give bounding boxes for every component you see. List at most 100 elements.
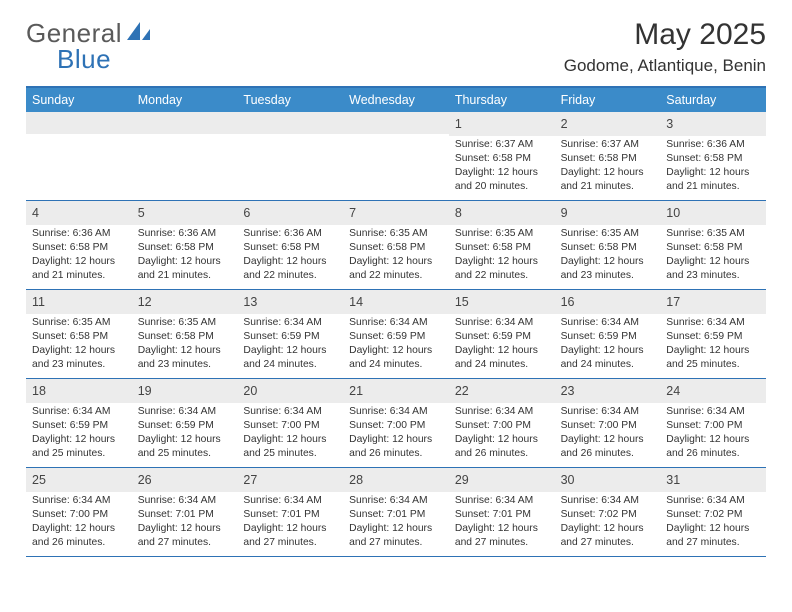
day-detail-text: Sunrise: 6:34 AMSunset: 7:00 PMDaylight:… [660,403,766,461]
weekday-header: Wednesday [343,88,449,112]
calendar-cell [132,112,238,200]
calendar-cell: 14 Sunrise: 6:34 AMSunset: 6:59 PMDayligh… [343,290,449,378]
day-number: 2 [561,117,568,131]
day-number: 24 [666,384,680,398]
calendar-week-row: 4 Sunrise: 6:36 AMSunset: 6:58 PMDaylight… [26,201,766,290]
day-number-row: 24 [660,379,766,403]
day-number [243,117,246,131]
day-detail-text: Sunrise: 6:34 AMSunset: 7:01 PMDaylight:… [449,492,555,550]
calendar-cell: 6Sunrise: 6:36 AMSunset: 6:58 PMDaylight… [237,201,343,289]
day-detail-text: Sunrise: 6:37 AMSunset: 6:58 PMDaylight:… [555,136,661,194]
day-number-row: 26 [132,468,238,492]
calendar-cell: 9Sunrise: 6:35 AMSunset: 6:58 PMDaylight… [555,201,661,289]
day-number: 4 [32,206,39,220]
day-detail-text: Sunrise: 6:35 AMSunset: 6:58 PMDaylight:… [343,225,449,283]
day-detail-text: Sunrise: 6:34 AMSunset: 7:02 PMDaylight:… [660,492,766,550]
day-number [32,117,35,131]
title-block: May 2025 Godome, Atlantique, Benin [564,18,766,76]
day-number: 29 [455,473,469,487]
day-number-row: 11 [26,290,132,314]
logo-sail-icon [126,20,152,47]
day-number: 7 [349,206,356,220]
calendar-cell: 7 Sunrise: 6:35 AMSunset: 6:58 PMDaylight… [343,201,449,289]
day-number: 20 [243,384,257,398]
day-number: 6 [243,206,250,220]
day-number-row: 1 [449,112,555,136]
day-number-row: 8 [449,201,555,225]
day-number-row: 13 [237,290,343,314]
day-detail-text: Sunrise: 6:34 AMSunset: 7:00 PMDaylight:… [449,403,555,461]
calendar-cell: 20 Sunrise: 6:34 AMSunset: 7:00 PMDayligh… [237,379,343,467]
day-detail-text: Sunrise: 6:35 AMSunset: 6:58 PMDaylight:… [449,225,555,283]
calendar-cell [343,112,449,200]
calendar-week-row: 25Sunrise: 6:34 AMSunset: 7:00 PMDayligh… [26,468,766,557]
day-number-row: 14 [343,290,449,314]
day-number-row: 12 [132,290,238,314]
calendar-cell: 21 Sunrise: 6:34 AMSunset: 7:00 PMDayligh… [343,379,449,467]
day-detail-text: Sunrise: 6:35 AMSunset: 6:58 PMDaylight:… [555,225,661,283]
day-number: 17 [666,295,680,309]
day-number: 10 [666,206,680,220]
day-number: 18 [32,384,46,398]
day-number-row: 31 [660,468,766,492]
day-number-row: 20 [237,379,343,403]
day-number-row: 27 [237,468,343,492]
day-number: 12 [138,295,152,309]
calendar-body: 1Sunrise: 6:37 AMSunset: 6:58 PMDaylight… [26,112,766,557]
calendar-cell: 18 Sunrise: 6:34 AMSunset: 6:59 PMDayligh… [26,379,132,467]
calendar-cell: 13Sunrise: 6:34 AMSunset: 6:59 PMDayligh… [237,290,343,378]
day-number-row [26,112,132,134]
day-detail-text: Sunrise: 6:34 AMSunset: 6:59 PMDaylight:… [449,314,555,372]
day-detail-text: Sunrise: 6:34 AMSunset: 7:00 PMDaylight:… [237,403,343,461]
day-number: 31 [666,473,680,487]
day-number: 22 [455,384,469,398]
calendar-cell: 24 Sunrise: 6:34 AMSunset: 7:00 PMDayligh… [660,379,766,467]
calendar-cell: 29 Sunrise: 6:34 AMSunset: 7:01 PMDayligh… [449,468,555,556]
day-number: 27 [243,473,257,487]
calendar-week-row: 11Sunrise: 6:35 AMSunset: 6:58 PMDayligh… [26,290,766,379]
calendar-cell: 30 Sunrise: 6:34 AMSunset: 7:02 PMDayligh… [555,468,661,556]
day-number-row: 5 [132,201,238,225]
calendar-cell: 23Sunrise: 6:34 AMSunset: 7:00 PMDayligh… [555,379,661,467]
calendar-week-row: 1Sunrise: 6:37 AMSunset: 6:58 PMDaylight… [26,112,766,201]
day-detail-text: Sunrise: 6:34 AMSunset: 6:59 PMDaylight:… [26,403,132,461]
page-title: May 2025 [564,18,766,52]
day-number-row: 3 [660,112,766,136]
day-number: 19 [138,384,152,398]
day-detail-text: Sunrise: 6:35 AMSunset: 6:58 PMDaylight:… [26,314,132,372]
calendar-cell [237,112,343,200]
day-number-row: 22 [449,379,555,403]
day-detail-text: Sunrise: 6:34 AMSunset: 6:59 PMDaylight:… [237,314,343,372]
day-number: 23 [561,384,575,398]
calendar-cell: 17Sunrise: 6:34 AMSunset: 6:59 PMDayligh… [660,290,766,378]
day-number: 3 [666,117,673,131]
weekday-header: Monday [132,88,238,112]
calendar-cell: 1Sunrise: 6:37 AMSunset: 6:58 PMDaylight… [449,112,555,200]
calendar-cell: 2 Sunrise: 6:37 AMSunset: 6:58 PMDaylight… [555,112,661,200]
day-detail-text: Sunrise: 6:34 AMSunset: 7:01 PMDaylight:… [237,492,343,550]
day-number: 14 [349,295,363,309]
day-detail-text: Sunrise: 6:34 AMSunset: 7:00 PMDaylight:… [343,403,449,461]
day-number: 30 [561,473,575,487]
day-number: 26 [138,473,152,487]
day-detail-text: Sunrise: 6:37 AMSunset: 6:58 PMDaylight:… [449,136,555,194]
day-number-row: 15 [449,290,555,314]
day-number-row: 9 [555,201,661,225]
day-number-row [237,112,343,134]
day-number-row: 23 [555,379,661,403]
day-number: 21 [349,384,363,398]
calendar-cell: 11Sunrise: 6:35 AMSunset: 6:58 PMDayligh… [26,290,132,378]
weekday-header: Tuesday [237,88,343,112]
weekday-header: Saturday [660,88,766,112]
day-number-row: 29 [449,468,555,492]
day-detail-text: Sunrise: 6:35 AMSunset: 6:58 PMDaylight:… [660,225,766,283]
day-detail-text: Sunrise: 6:36 AMSunset: 6:58 PMDaylight:… [132,225,238,283]
day-number-row: 30 [555,468,661,492]
day-detail-text: Sunrise: 6:34 AMSunset: 7:02 PMDaylight:… [555,492,661,550]
calendar-cell: 28Sunrise: 6:34 AMSunset: 7:01 PMDayligh… [343,468,449,556]
day-number: 28 [349,473,363,487]
day-detail-text: Sunrise: 6:34 AMSunset: 6:59 PMDaylight:… [132,403,238,461]
day-detail-text: Sunrise: 6:34 AMSunset: 6:59 PMDaylight:… [343,314,449,372]
calendar-week-row: 18 Sunrise: 6:34 AMSunset: 6:59 PMDayligh… [26,379,766,468]
day-number-row: 19 [132,379,238,403]
